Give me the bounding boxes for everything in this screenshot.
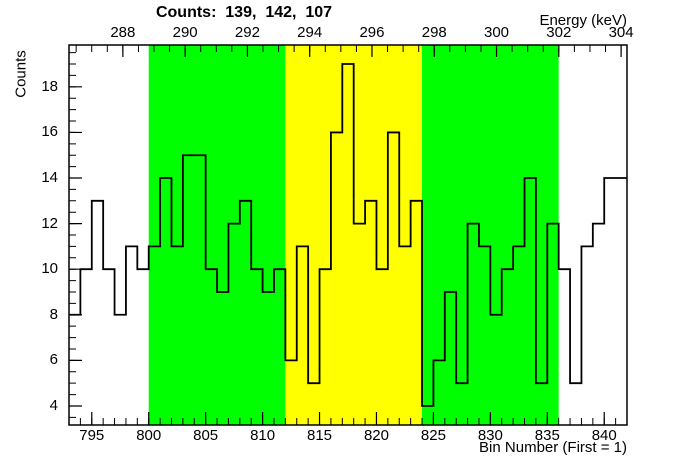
top-tick-label: 296 [359, 24, 385, 41]
top-tick-label: 298 [421, 24, 447, 41]
top-tick-label: 290 [172, 24, 198, 41]
y-tick-label: 16 [41, 123, 58, 141]
x-tick-label: 825 [420, 427, 446, 444]
y-tick-label: 6 [49, 351, 58, 369]
histogram-line [69, 63, 627, 407]
x-tick-label: 795 [79, 427, 105, 444]
y-tick-label: 18 [41, 77, 58, 95]
y-tick-label: 8 [49, 305, 58, 323]
top-tick-label: 288 [110, 24, 136, 41]
x-tick-label: 830 [477, 427, 503, 444]
top-tick-label: 300 [484, 24, 510, 41]
top-axis-title: Energy (keV) [539, 12, 627, 29]
y-tick-label: 4 [49, 396, 58, 414]
x-tick-label: 805 [193, 427, 219, 444]
region-band-2 [422, 45, 559, 425]
top-tick-label: 302 [546, 24, 572, 41]
chart-title: Counts: 139, 142, 107 [155, 4, 333, 21]
x-tick-label: 810 [250, 427, 276, 444]
x-axis-title: Bin Number (First = 1) [479, 439, 627, 456]
x-tick-label: 820 [363, 427, 389, 444]
plot-frame [68, 44, 628, 426]
x-tick-label: 800 [136, 427, 162, 444]
top-tick-label: 294 [297, 24, 323, 41]
top-tick-label: 304 [608, 24, 634, 41]
y-tick-label: 10 [41, 260, 58, 278]
x-tick-label: 815 [307, 427, 333, 444]
y-tick-label: 12 [41, 214, 58, 232]
x-tick-label: 835 [534, 427, 560, 444]
region-band-0 [148, 45, 286, 425]
top-tick-label: 292 [234, 24, 260, 41]
y-tick-label: 14 [41, 169, 58, 186]
x-tick-label: 840 [591, 427, 617, 444]
